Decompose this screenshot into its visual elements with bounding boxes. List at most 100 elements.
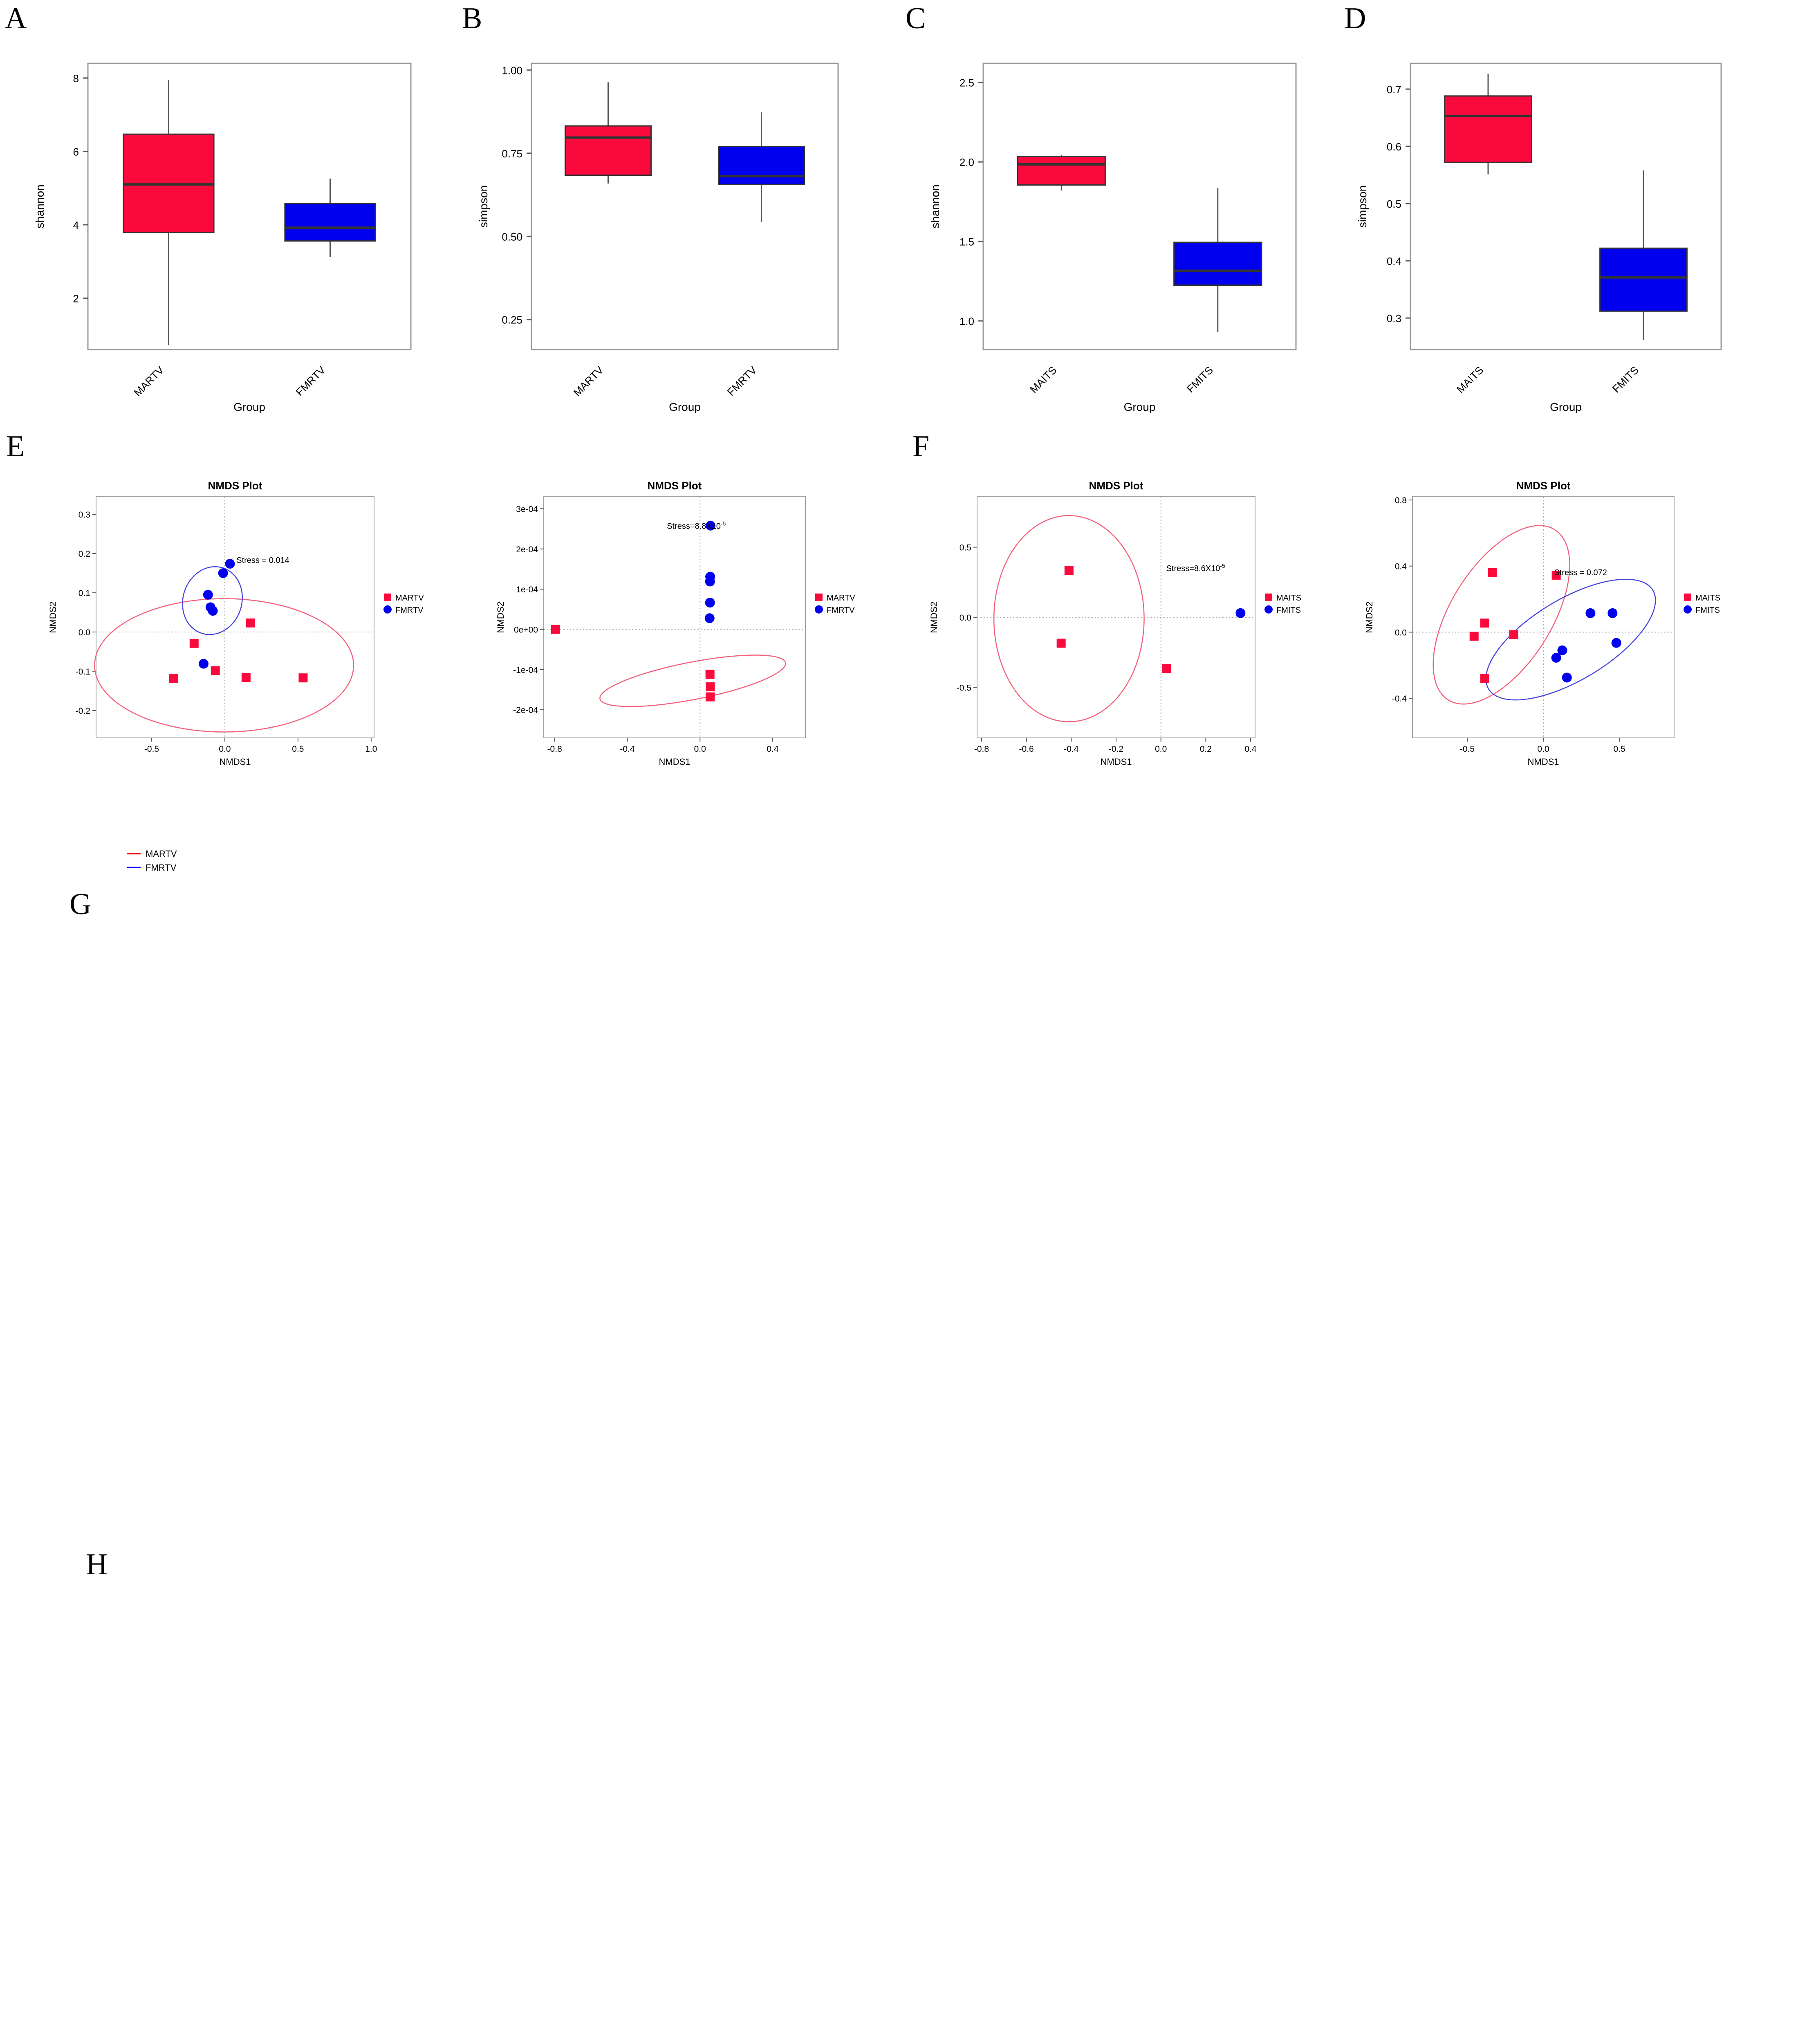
svg-text:0.1: 0.1 — [78, 589, 90, 598]
svg-text:NMDS2: NMDS2 — [1364, 601, 1374, 633]
svg-text:6: 6 — [73, 146, 79, 158]
svg-text:2.5: 2.5 — [960, 77, 974, 89]
svg-text:0.0: 0.0 — [1395, 628, 1407, 637]
svg-text:Group: Group — [1550, 401, 1582, 413]
svg-text:-1e-04: -1e-04 — [513, 666, 538, 675]
svg-text:0.5: 0.5 — [1613, 744, 1625, 754]
svg-text:0.25: 0.25 — [502, 314, 522, 326]
panel-a-boxplot: 2 4 6 8 shannon MARTV FMRTV Group — [0, 0, 450, 417]
svg-text:0.2: 0.2 — [1200, 744, 1212, 754]
svg-text:0.0: 0.0 — [960, 613, 971, 623]
svg-text:MAITS: MAITS — [1276, 594, 1301, 603]
svg-text:shannon: shannon — [34, 184, 46, 228]
panel-letter-e: E — [6, 430, 25, 463]
svg-text:simpson: simpson — [1356, 185, 1369, 228]
svg-text:NMDS2: NMDS2 — [495, 601, 506, 633]
svg-text:0.7: 0.7 — [1387, 83, 1401, 96]
svg-text:-0.4: -0.4 — [1064, 744, 1079, 754]
panel-b-boxplot: 0.25 0.50 0.75 1.00 simpson MARTV FMRTV Group — [450, 0, 899, 417]
svg-text:-0.4: -0.4 — [620, 744, 635, 754]
svg-text:NMDS2: NMDS2 — [48, 601, 58, 633]
svg-text:-0.2: -0.2 — [76, 706, 90, 716]
svg-text:NMDS1: NMDS1 — [659, 757, 690, 767]
svg-text:0.0: 0.0 — [78, 628, 90, 637]
svg-text:NMDS1: NMDS1 — [219, 757, 251, 767]
svg-text:Stress=8.8X10-5: Stress=8.8X10-5 — [667, 520, 726, 531]
svg-text:-0.5: -0.5 — [144, 744, 159, 754]
svg-text:NMDS2: NMDS2 — [929, 601, 939, 633]
svg-text:FMITS: FMITS — [1276, 606, 1301, 615]
svg-text:MARTV: MARTV — [395, 594, 424, 603]
svg-text:FMRTV: FMRTV — [294, 364, 328, 399]
svg-text:-0.6: -0.6 — [1019, 744, 1034, 754]
svg-text:Group: Group — [669, 401, 701, 413]
svg-text:NMDS Plot: NMDS Plot — [1516, 480, 1571, 492]
svg-text:shannon: shannon — [929, 184, 942, 228]
svg-text:0.4: 0.4 — [767, 744, 779, 754]
panel-letter-d: D — [1344, 2, 1366, 35]
panel-c-boxplot: 1.0 1.5 2.0 2.5 shannon MAITS FMITS Group — [891, 0, 1341, 417]
svg-text:0.3: 0.3 — [78, 510, 90, 520]
svg-text:NMDS Plot: NMDS Plot — [1089, 480, 1143, 492]
panel-h-dendrogram-bars — [0, 1504, 1798, 2044]
svg-text:0.2: 0.2 — [78, 549, 90, 559]
svg-text:0e+00: 0e+00 — [514, 625, 538, 635]
svg-text:0.8: 0.8 — [1395, 496, 1407, 505]
svg-text:0.3: 0.3 — [1387, 312, 1401, 325]
svg-text:MARTV: MARTV — [146, 849, 177, 859]
svg-text:Group: Group — [1124, 401, 1156, 413]
panel-letter-a: A — [5, 2, 27, 35]
svg-text:FMRTV: FMRTV — [725, 364, 760, 399]
svg-text:NMDS Plot: NMDS Plot — [208, 480, 262, 492]
svg-text:0.0: 0.0 — [219, 744, 231, 754]
svg-text:Stress = 0.014: Stress = 0.014 — [236, 556, 289, 565]
panel-letter-f: F — [912, 430, 930, 463]
svg-text:0.0: 0.0 — [694, 744, 706, 754]
svg-text:3e-04: 3e-04 — [516, 505, 538, 514]
svg-text:FMITS: FMITS — [1695, 606, 1720, 615]
svg-text:FMRTV: FMRTV — [395, 606, 424, 615]
svg-text:0.75: 0.75 — [502, 148, 522, 160]
svg-text:MAITS: MAITS — [1695, 594, 1720, 603]
svg-text:-0.5: -0.5 — [1460, 744, 1475, 754]
svg-text:-0.8: -0.8 — [547, 744, 562, 754]
panel-letter-c: C — [906, 2, 926, 35]
svg-text:2e-04: 2e-04 — [516, 545, 538, 554]
svg-text:NMDS1: NMDS1 — [1100, 757, 1132, 767]
svg-text:1.0: 1.0 — [365, 744, 377, 754]
svg-text:1.5: 1.5 — [960, 236, 974, 248]
svg-text:FMRTV: FMRTV — [827, 606, 855, 615]
svg-text:1.00: 1.00 — [502, 64, 522, 76]
svg-text:-0.8: -0.8 — [974, 744, 989, 754]
svg-text:-0.5: -0.5 — [957, 684, 971, 693]
svg-text:8: 8 — [73, 72, 79, 85]
svg-text:-0.1: -0.1 — [76, 667, 90, 677]
svg-text:0.4: 0.4 — [1244, 744, 1257, 754]
svg-text:0.4: 0.4 — [1387, 255, 1401, 267]
svg-text:MARTV: MARTV — [827, 594, 855, 603]
svg-text:1.0: 1.0 — [960, 315, 974, 327]
svg-text:NMDS Plot: NMDS Plot — [648, 480, 702, 492]
panel-e-nmds-2: NMDS Plot -0.8 -0.4 0.0 0.4 -2e-04 -1e-04 0e+00… — [478, 456, 887, 795]
svg-text:0.4: 0.4 — [1395, 562, 1407, 572]
svg-text:-0.2: -0.2 — [1109, 744, 1123, 754]
svg-text:MARTV: MARTV — [571, 364, 606, 399]
svg-text:2.0: 2.0 — [960, 156, 974, 168]
panel-letter-g: G — [69, 888, 92, 921]
svg-text:4: 4 — [73, 219, 79, 231]
svg-text:FMRTV: FMRTV — [146, 863, 177, 873]
svg-text:NMDS1: NMDS1 — [1527, 757, 1559, 767]
svg-text:-0.4: -0.4 — [1392, 694, 1407, 704]
svg-text:2: 2 — [73, 292, 79, 305]
svg-text:0.6: 0.6 — [1387, 141, 1401, 153]
svg-text:simpson: simpson — [477, 185, 490, 228]
svg-text:Group: Group — [233, 401, 265, 413]
panel-f-nmds-2: NMDS Plot -0.5 0.0 0.5 -0.4 0.0 0.4 0.8 NMDS1 NMD… — [1349, 456, 1758, 795]
svg-text:FMITS: FMITS — [1610, 364, 1641, 395]
svg-text:Stress = 0.072: Stress = 0.072 — [1554, 568, 1607, 577]
svg-text:MAITS: MAITS — [1027, 364, 1059, 395]
svg-text:0.0: 0.0 — [1537, 744, 1549, 754]
svg-text:MARTV: MARTV — [132, 364, 167, 399]
svg-text:-2e-04: -2e-04 — [513, 706, 538, 715]
panel-g-dendrogram-bars: MARTV FMRTV — [0, 842, 1798, 1480]
